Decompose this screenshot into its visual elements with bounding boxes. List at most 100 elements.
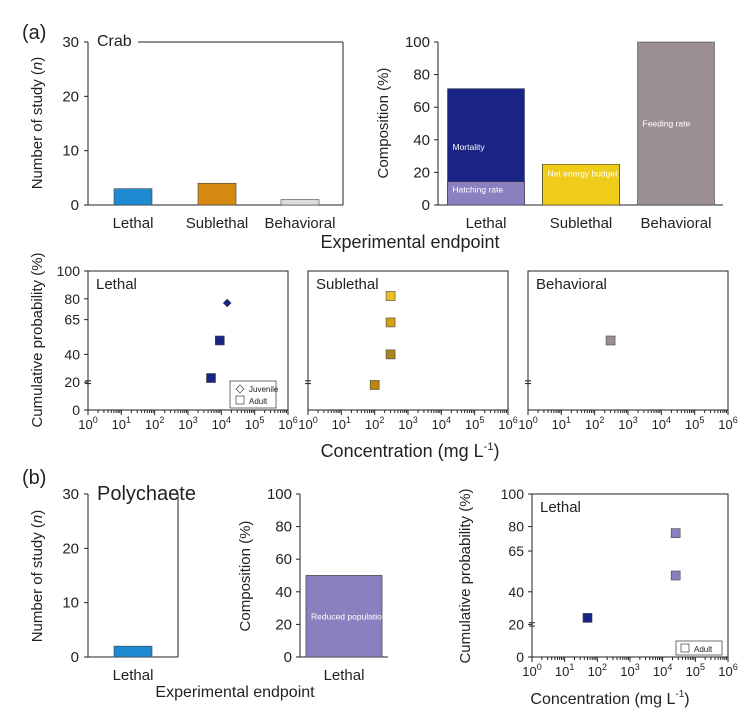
y-tick-label: 0 [284,649,292,666]
x-tick-label: 105 [686,662,705,679]
panel-a-label: (a) [22,22,46,44]
y-tick-label: 0 [71,649,79,666]
x-tick-label: 101 [555,662,574,679]
chart-a-cdf-behavioral: Behavioral 100 101 102 103 104 105 106 [518,270,738,432]
legend-square-icon [680,643,690,653]
x-tick-label: 102 [585,415,604,432]
chart-title: Behavioral [536,276,607,293]
data-point-square [670,528,681,538]
x-tick-label: 104 [652,415,671,432]
segment-label: Hatching rate [453,185,504,195]
y-tick-label: 30 [62,34,79,51]
y-tick-label: 80 [508,519,524,535]
chart-b-count: Polychaete 0 10 20 30 Lethal [62,483,196,684]
a-count-ylabel: Number of study (n) [29,57,46,190]
x-tick-label: 106 [498,415,517,432]
x-tick-label: Behavioral [265,215,336,232]
y-tick-label: 40 [275,584,292,601]
x-tick-label: 100 [78,415,97,432]
legend-juvenile-label: Juvenile [249,385,279,394]
data-point-square [385,291,396,301]
data-point-square [206,373,216,383]
y-tick-label: 80 [64,291,80,307]
chart-title: Lethal [96,276,137,293]
y-tick-label: 20 [275,616,292,633]
y-tick-label: 20 [62,88,79,105]
bar-sublethal [197,182,237,206]
chart-a-cdf-lethal: Lethal 0 20 40 65 80 100 100 101 102 103 104 105 106 [57,263,298,432]
data-point-square [385,317,396,328]
x-tick-label: 102 [365,415,384,432]
chart-a-cdf-sublethal: Sublethal 100 101 102 103 104 105 106 [298,270,518,432]
y-tick-label: 10 [62,595,79,612]
segment-label: Feeding rate [643,119,691,129]
x-tick-label: Lethal [113,667,154,684]
legend-b-lethal: Adult [675,640,723,656]
x-tick-label: 106 [718,662,737,679]
y-tick-label: 0 [71,197,79,214]
x-tick-label: Sublethal [186,215,249,232]
y-tick-label: 30 [62,486,79,503]
chart-title: Lethal [540,499,581,516]
y-tick-label: 40 [64,346,80,362]
x-tick-label: Lethal [113,215,154,232]
x-tick-label: 104 [432,415,451,432]
y-tick-label: 60 [275,551,292,568]
x-tick-label: 100 [518,415,537,432]
x-tick-label: 100 [522,662,541,679]
x-tick-label: 103 [620,662,639,679]
a-cdf-ylabel: Cumulative probability (%) [29,252,46,427]
y-tick-label: 10 [62,143,79,160]
y-tick-label: 40 [508,584,524,600]
panel-a-conc-xlabel: Concentration (mg L-1) [321,441,500,461]
segment-label: Mortality [453,142,486,152]
panel-b-xlabel: Experimental endpoint [155,684,315,701]
chart-title: Sublethal [316,276,379,293]
b-count-ylabel: Number of study (n) [29,510,46,643]
data-point-square [385,349,396,360]
y-tick-label: 40 [413,132,430,149]
data-point-square [605,335,616,346]
a-comp-ylabel: Composition (%) [375,68,392,179]
b-cdf-ylabel: Cumulative probability (%) [457,488,474,663]
x-tick-label: 103 [398,415,417,432]
y-tick-label: 20 [508,616,524,632]
x-tick-label: 104 [653,662,672,679]
data-point-square [582,613,593,623]
legend-diamond-icon [235,384,245,394]
data-point-square [670,570,681,581]
x-tick-label: 104 [212,415,231,432]
y-tick-label: 20 [413,164,430,181]
chart-title: Crab [97,33,132,50]
bar-lethal [113,188,153,206]
x-tick-label: 103 [178,415,197,432]
x-tick-label: 105 [465,415,484,432]
y-tick-label: 60 [413,99,430,116]
x-tick-label: Lethal [466,215,507,232]
x-tick-label: 102 [588,662,607,679]
legend-adult-label: Adult [249,397,268,406]
x-tick-label: 106 [278,415,297,432]
x-tick-label: 101 [112,415,131,432]
segment-label: Reduced population [311,611,387,621]
data-point-square [215,335,225,346]
legend-a-lethal: Juvenile Adult [229,380,279,409]
legend-square-icon [235,395,245,405]
segment-label: Net energy budget [548,168,619,178]
x-tick-label: Sublethal [550,215,613,232]
x-tick-label: 105 [685,415,704,432]
x-tick-label: Lethal [324,667,365,684]
chart-b-composition: 020406080100MortalityReduced populationL… [267,486,388,684]
stack-segment [447,181,525,206]
bar-lethal [113,645,153,658]
chart-a-composition: 020406080100MortalityEgg production rate… [405,34,723,232]
panel-b-label: (b) [22,467,46,489]
bar-behavioral [280,199,320,206]
y-tick-label: 0 [422,197,430,214]
x-tick-label: 106 [718,415,737,432]
x-tick-label: 100 [298,415,317,432]
panel-a-xlabel: Experimental endpoint [320,232,499,252]
y-tick-label: 100 [405,34,430,51]
x-tick-label: 103 [618,415,637,432]
